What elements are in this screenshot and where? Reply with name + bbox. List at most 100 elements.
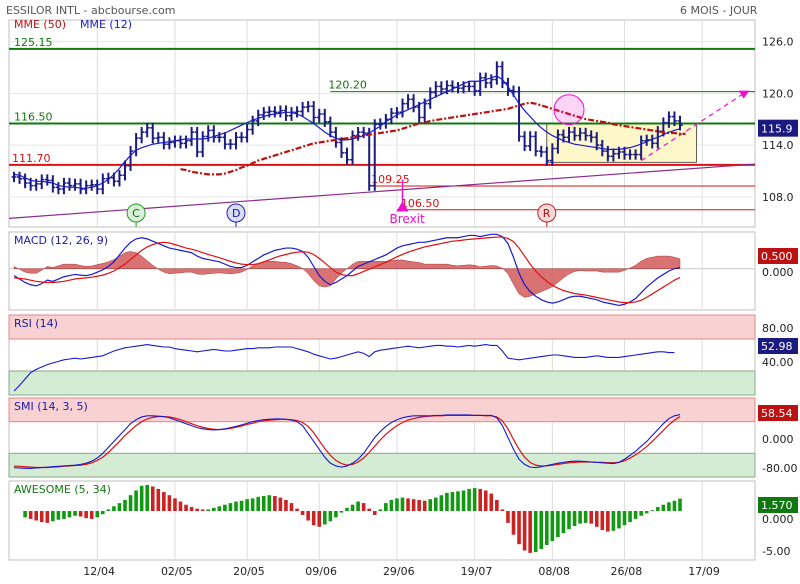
awesome-bar: [500, 509, 505, 512]
awesome-bar: [134, 490, 138, 512]
awesome-bar: [450, 492, 455, 512]
awesome-bar: [67, 511, 72, 518]
awesome-bar: [278, 497, 283, 512]
level-120-20-label: 120.20: [328, 79, 367, 92]
awesome-bar: [150, 486, 155, 512]
awesome-bar: [511, 511, 516, 535]
awesome-bar: [356, 501, 360, 512]
awesome-bar: [495, 499, 499, 512]
awesome-bar: [239, 500, 244, 512]
awesome-bar: [417, 499, 421, 512]
x-tick-label: 02/05: [161, 565, 193, 578]
y-tick-label: 114.0: [762, 139, 794, 152]
awesome-bar: [78, 511, 83, 517]
smi-line: [13, 414, 681, 469]
awesome-bar: [461, 490, 466, 512]
awesome-title: AWESOME (5, 34): [14, 483, 111, 496]
awesome-bar: [633, 511, 638, 519]
awesome-bar: [517, 511, 521, 545]
awesome-bar: [545, 511, 549, 545]
awesome-bar: [445, 492, 449, 512]
projection-arrow: [738, 90, 750, 99]
awesome-bar: [384, 503, 388, 512]
x-tick-label: 29/06: [383, 565, 415, 578]
level-111-70-label: 111.70: [12, 152, 51, 165]
awesome-bar: [361, 503, 366, 512]
awesome-bar: [667, 502, 671, 512]
smi-overbought-zone: [8, 397, 756, 423]
awesome-bar: [178, 501, 183, 512]
awesome-bar: [34, 511, 38, 521]
awesome-bar: [106, 509, 111, 512]
awesome-bar: [212, 507, 216, 512]
awesome-bar: [622, 511, 627, 526]
x-tick-label: 17/09: [688, 565, 720, 578]
awesome-bar: [372, 511, 377, 515]
awesome-ytick-5: -5.00: [762, 545, 790, 558]
cross-circle: [553, 94, 585, 126]
x-tick-label: 08/08: [538, 565, 570, 578]
awesome-bar: [606, 511, 610, 532]
awesome-bar: [339, 511, 344, 513]
awesome-bar: [617, 511, 621, 529]
awesome-bar: [639, 511, 643, 516]
awesome-bar: [428, 499, 433, 512]
mme50-line: [180, 101, 686, 176]
rsi-line: [13, 344, 675, 392]
awesome-bar: [406, 498, 410, 512]
level-116-50-label: 116.50: [14, 111, 53, 124]
panel-frame-awesome: [8, 480, 756, 561]
awesome-bar: [317, 511, 322, 527]
awesome-bar: [117, 503, 122, 512]
macd-ytick: 0.000: [762, 266, 794, 279]
awesome-bar: [578, 511, 582, 524]
mme12-line: [13, 75, 681, 189]
awesome-bar: [156, 488, 161, 512]
rsi-ytick-80: 80.00: [762, 322, 794, 335]
awesome-bar: [189, 507, 194, 512]
awesome-bar: [101, 511, 105, 515]
awesome-bar: [472, 488, 477, 512]
awesome-bar: [628, 511, 632, 523]
smi-ytick-0: 0.000: [762, 433, 794, 446]
macd-title: MACD (12, 26, 9): [14, 234, 108, 247]
awesome-bar: [528, 511, 532, 553]
rsi-ytick-40: 40.00: [762, 356, 794, 369]
macd-last-label: 0.500: [761, 250, 793, 263]
awesome-bar: [311, 511, 316, 526]
awesome-bar: [334, 511, 338, 518]
awesome-bar: [422, 500, 427, 512]
level-109-25-label: 109.25: [371, 173, 410, 186]
y-tick-label: 120.0: [762, 87, 794, 100]
awesome-bar: [395, 498, 399, 512]
awesome-bar: [267, 495, 272, 512]
awesome-bar: [273, 496, 277, 512]
awesome-bar: [89, 511, 94, 519]
awesome-last-box: [758, 497, 798, 513]
awesome-bar: [228, 503, 233, 512]
last-price-label: 115.9: [761, 123, 793, 136]
awesome-bar: [589, 511, 593, 524]
awesome-bar: [539, 511, 544, 549]
macd-signal-line: [13, 236, 681, 304]
chart-title: ESSILOR INTL - abcbourse.com: [6, 4, 175, 17]
awesome-bar: [51, 511, 55, 522]
awesome-bar: [145, 484, 149, 512]
awesome-bar: [456, 491, 460, 512]
smi-last-label: 58.54: [761, 407, 793, 420]
awesome-bar: [28, 511, 33, 519]
x-tick-label: 09/06: [305, 565, 337, 578]
y-tick-label: 108.0: [762, 191, 794, 204]
awesome-bar: [350, 504, 355, 512]
macd-last-box: [758, 248, 798, 264]
rsi-last-label: 52.98: [761, 340, 793, 353]
awesome-bar: [167, 495, 172, 512]
awesome-bar: [400, 497, 405, 512]
awesome-bar: [56, 511, 61, 520]
awesome-bar: [483, 490, 488, 512]
awesome-bar: [650, 510, 655, 512]
awesome-bar: [162, 492, 166, 512]
awesome-bar: [128, 495, 133, 512]
